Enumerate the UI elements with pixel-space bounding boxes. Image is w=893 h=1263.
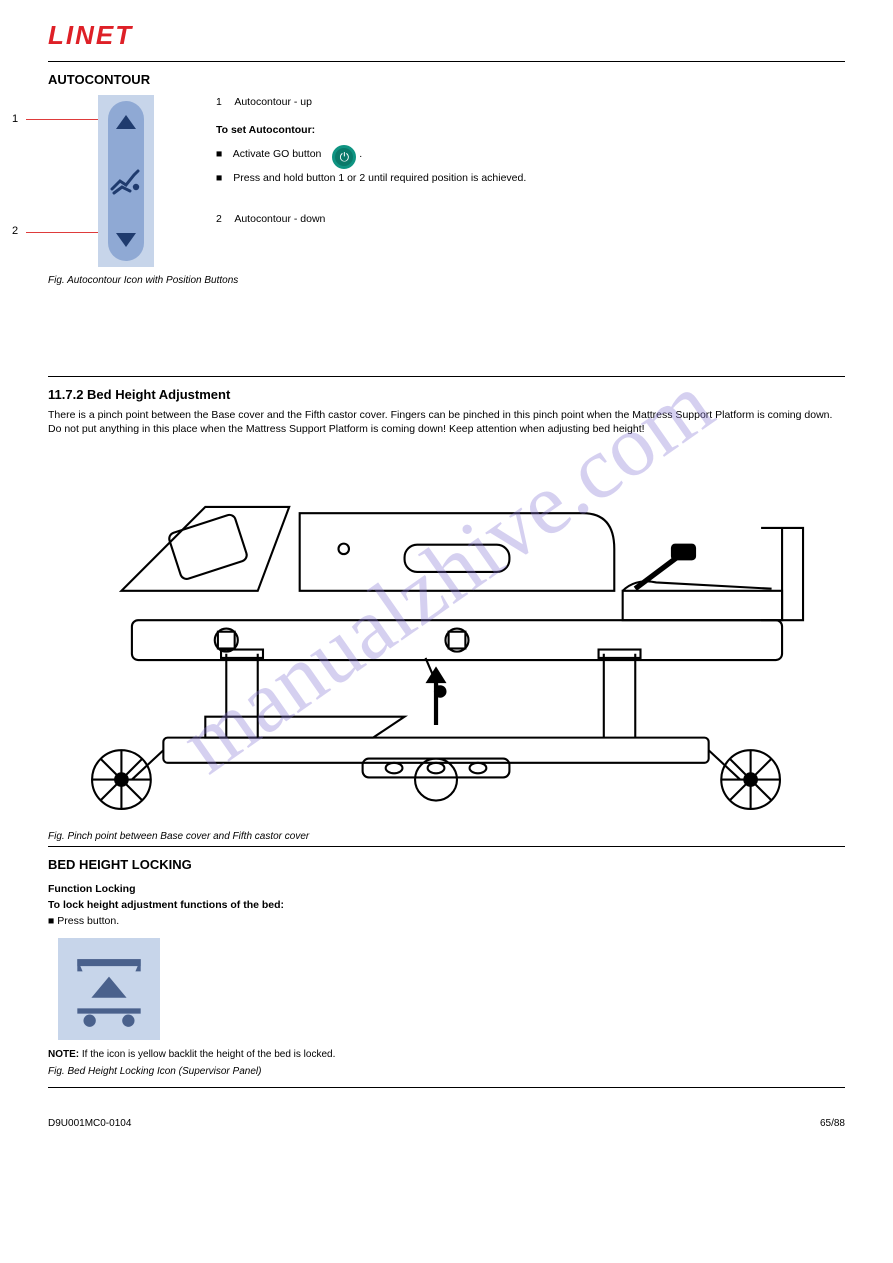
btn2-label: Autocontour - down bbox=[234, 213, 325, 225]
step-go: Activate GO button bbox=[233, 148, 322, 160]
pill-background bbox=[108, 101, 144, 261]
callout-label-1: 1 bbox=[12, 113, 18, 125]
section-title-autocontour: AUTOCONTOUR bbox=[48, 72, 845, 87]
power-icon: ⏻ bbox=[340, 151, 350, 163]
note-desc: If the icon is yellow backlit the height… bbox=[82, 1049, 335, 1060]
page-footer: D9U001MC0-0104 65/88 bbox=[48, 1118, 845, 1129]
btn1-label: Autocontour - up bbox=[234, 96, 312, 108]
section-heading-11-7-2: 11.7.2 Bed Height Adjustment bbox=[48, 387, 845, 402]
fig-caption-3: Fig. Bed Height Locking Icon (Supervisor… bbox=[48, 1066, 845, 1077]
set-heading-locking: To lock height adjustment functions of t… bbox=[48, 898, 845, 912]
footer-left: D9U001MC0-0104 bbox=[48, 1118, 131, 1129]
arrow-down-icon bbox=[116, 233, 136, 247]
note-label: NOTE: bbox=[48, 1049, 79, 1060]
section2-body: There is a pinch point between the Base … bbox=[48, 408, 845, 436]
brand-logo: LINET bbox=[48, 20, 845, 51]
divider bbox=[48, 1087, 845, 1088]
btn2-num: 2 bbox=[216, 212, 232, 226]
set-heading: To set Autocontour: bbox=[216, 123, 845, 137]
subtitle-locking: Function Locking bbox=[48, 882, 845, 896]
bed-height-lock-icon bbox=[58, 938, 160, 1040]
btn1-num: 1 bbox=[216, 95, 232, 109]
footer-right: 65/88 bbox=[820, 1118, 845, 1129]
divider bbox=[48, 61, 845, 62]
autocontour-person-icon bbox=[108, 161, 144, 201]
step-press: Press and hold button 1 or 2 until requi… bbox=[233, 172, 526, 184]
divider bbox=[48, 376, 845, 377]
bed-diagram bbox=[48, 436, 845, 831]
divider bbox=[48, 846, 845, 847]
callout-label-2: 2 bbox=[12, 225, 18, 237]
arrow-up-icon bbox=[116, 115, 136, 129]
autocontour-button-panel bbox=[98, 95, 154, 267]
go-button-icon: ⏻ bbox=[332, 145, 356, 169]
section-title-locking: BED HEIGHT LOCKING bbox=[48, 857, 845, 872]
fig-caption-1: Fig. Autocontour Icon with Position Butt… bbox=[48, 275, 845, 286]
fig-caption-2: Fig. Pinch point between Base cover and … bbox=[48, 831, 845, 842]
step-locking: ■ Press button. bbox=[48, 914, 845, 928]
